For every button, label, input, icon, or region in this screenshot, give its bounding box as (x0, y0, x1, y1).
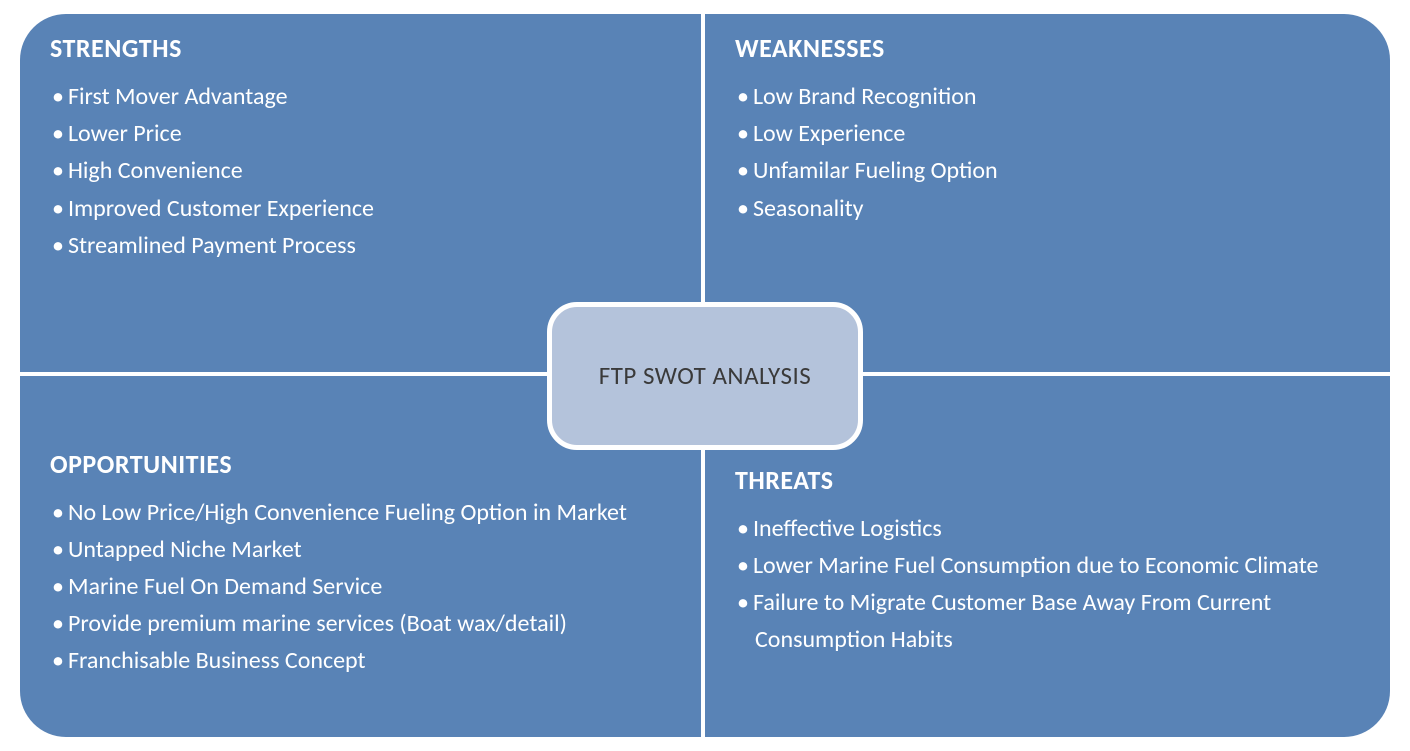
list-item: Low Experience (737, 115, 1364, 152)
list-item: Untapped Niche Market (52, 531, 675, 568)
list-item: Lower Price (52, 115, 675, 152)
list-item: Streamlined Payment Process (52, 227, 675, 264)
list-item: First Mover Advantage (52, 78, 675, 115)
list-item: Low Brand Recognition (737, 78, 1364, 115)
list-item: Lower Marine Fuel Consumption due to Eco… (737, 547, 1364, 584)
swot-center-title: FTP SWOT ANALYSIS (547, 302, 863, 450)
opportunities-list: No Low Price/High Convenience Fueling Op… (50, 494, 675, 680)
weaknesses-list: Low Brand RecognitionLow ExperienceUnfam… (735, 78, 1364, 227)
list-item: Improved Customer Experience (52, 190, 675, 227)
weaknesses-heading: WEAKNESSES (735, 32, 1364, 64)
list-item: Seasonality (737, 190, 1364, 227)
list-item: Ineffective Logistics (737, 510, 1364, 547)
list-item: Provide premium marine services (Boat wa… (52, 605, 675, 642)
threats-list: Ineffective LogisticsLower Marine Fuel C… (735, 510, 1364, 659)
list-item: Marine Fuel On Demand Service (52, 568, 675, 605)
swot-matrix: STRENGTHS First Mover AdvantageLower Pri… (20, 14, 1390, 737)
threats-heading: THREATS (735, 464, 1364, 496)
list-item: Unfamilar Fueling Option (737, 152, 1364, 189)
opportunities-heading: OPPORTUNITIES (50, 448, 675, 480)
list-item: Franchisable Business Concept (52, 642, 675, 679)
list-item: High Convenience (52, 152, 675, 189)
list-item: Failure to Migrate Customer Base Away Fr… (737, 584, 1364, 658)
strengths-list: First Mover AdvantageLower PriceHigh Con… (50, 78, 675, 264)
strengths-heading: STRENGTHS (50, 32, 675, 64)
list-item: No Low Price/High Convenience Fueling Op… (52, 494, 675, 531)
